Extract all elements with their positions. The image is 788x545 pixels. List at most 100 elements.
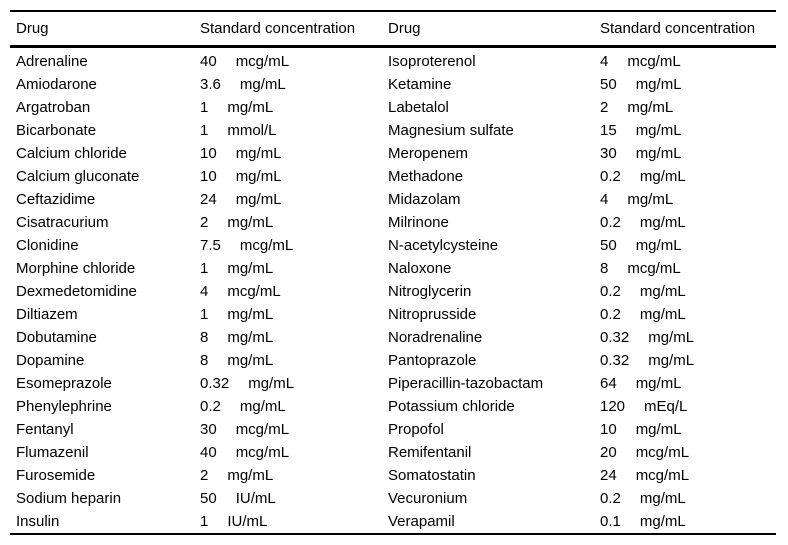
concentration-unit: IU/mL [235,490,276,507]
concentration-cell: 24 mcg/mL [594,464,776,487]
concentration-cell: 0.32 mg/mL [194,372,382,395]
drug-name-cell: Adrenaline [16,53,88,70]
concentration-unit: mg/mL [227,99,274,116]
concentration-unit: mg/mL [227,467,274,484]
concentration-cell: 4 mcg/mL [594,47,776,74]
drug-name-cell: Nitroglycerin [388,283,472,300]
table-row: Clonidine 7.5 mcg/mL N-acetylcysteine 50 mg/m… [10,234,776,257]
drug-name-cell: Morphine chloride [16,260,136,277]
concentration-value: 4 [600,191,609,208]
concentration-unit: mg/mL [639,306,686,323]
concentration-unit: mg/mL [635,122,682,139]
drug-name-cell: Ketamine [388,76,452,93]
drug-name-cell: Ceftazidime [16,191,96,208]
drug-name-cell: Fentanyl [16,421,74,438]
concentration-cell: 8 mg/mL [194,349,382,372]
concentration-unit: mg/mL [635,421,682,438]
concentration-value: 20 [600,444,617,461]
concentration-cell: 50 mg/mL [594,73,776,96]
concentration-value: 8 [200,329,209,346]
concentration-cell: 1 IU/mL [194,510,382,534]
concentration-unit: mcg/mL [627,53,681,70]
concentration-unit: mg/mL [648,329,695,346]
concentration-unit: mg/mL [248,375,295,392]
concentration-value: 0.2 [600,283,621,300]
concentration-cell: 0.1 mg/mL [594,510,776,534]
table-row: Adrenaline 40 mcg/mL Isoproterenol 4 mcg/mL [10,47,776,74]
concentration-cell: 0.2 mg/mL [594,211,776,234]
concentration-unit: mg/mL [227,306,274,323]
column-header-concentration-right: Standard concentration [594,11,776,48]
concentration-unit: mg/mL [227,329,274,346]
concentration-unit: mcg/mL [635,444,690,461]
drug-name-cell: Verapamil [388,513,455,530]
drug-name-cell: Sodium heparin [16,490,122,507]
concentration-cell: 0.2 mg/mL [594,303,776,326]
concentration-value: 2 [200,214,209,231]
drug-name-cell: Noradrenaline [388,329,483,346]
drug-name-cell: Furosemide [16,467,96,484]
concentration-value: 0.32 [600,329,630,346]
table-row: Morphine chloride 1 mg/mL Naloxone 8 mcg/mL [10,257,776,280]
concentration-cell: 10 mg/mL [594,418,776,441]
drug-name-cell: Diltiazem [16,306,78,323]
concentration-value: 0.32 [200,375,230,392]
column-header-concentration-left: Standard concentration [194,11,382,48]
concentration-unit: mg/mL [635,76,682,93]
drug-name-cell: Naloxone [388,260,452,277]
concentration-unit: mcg/mL [235,444,290,461]
concentration-cell: 50 IU/mL [194,487,382,510]
concentration-cell: 1 mmol/L [194,119,382,142]
concentration-unit: mg/mL [639,214,686,231]
table-row: Dexmedetomidine 4 mcg/mL Nitroglycerin 0.2 mg… [10,280,776,303]
concentration-value: 4 [600,53,609,70]
concentration-unit: mg/mL [627,99,674,116]
drug-name-cell: Argatroban [16,99,91,116]
concentration-value: 8 [600,260,609,277]
table-row: Diltiazem 1 mg/mL Nitroprusside 0.2 mg/mL [10,303,776,326]
drug-name-cell: N-acetylcysteine [388,237,499,254]
concentration-unit: mcg/mL [227,283,281,300]
drug-name-cell: Nitroprusside [388,306,477,323]
concentration-unit: mg/mL [639,513,686,530]
concentration-value: 0.2 [600,214,621,231]
table-row: Insulin 1 IU/mL Verapamil 0.1 mg/mL [10,510,776,534]
concentration-unit: mEq/L [644,398,688,415]
concentration-value: 0.2 [600,168,621,185]
concentration-cell: 40 mcg/mL [194,47,382,74]
concentration-value: 4 [200,283,209,300]
column-header-drug-right: Drug [382,11,594,48]
table-row: Ceftazidime 24 mg/mL Midazolam 4 mg/mL [10,188,776,211]
concentration-unit: mg/mL [239,398,286,415]
concentration-unit: mg/mL [639,490,686,507]
concentration-unit: mcg/mL [235,53,290,70]
concentration-unit: mg/mL [227,260,274,277]
drug-name-cell: Remifentanil [388,444,472,461]
concentration-cell: 2 mg/mL [194,211,382,234]
concentration-value: 10 [200,145,217,162]
table-row: Sodium heparin 50 IU/mL Vecuronium 0.2 mg/mL [10,487,776,510]
table-row: Cisatracurium 2 mg/mL Milrinone 0.2 mg/mL [10,211,776,234]
concentration-cell: 10 mg/mL [194,165,382,188]
concentration-unit: mg/mL [235,191,282,208]
drug-name-cell: Milrinone [388,214,449,231]
concentration-cell: 64 mg/mL [594,372,776,395]
table-row: Dopamine 8 mg/mL Pantoprazole 0.32 mg/mL [10,349,776,372]
drug-name-cell: Piperacillin-tazobactam [388,375,544,392]
concentration-cell: 4 mcg/mL [194,280,382,303]
concentration-value: 50 [200,490,217,507]
concentration-cell: 0.2 mg/mL [594,165,776,188]
drug-name-cell: Calcium gluconate [16,168,140,185]
concentration-value: 3.6 [200,76,221,93]
concentration-cell: 30 mg/mL [594,142,776,165]
drug-name-cell: Calcium chloride [16,145,127,162]
concentration-cell: 2 mg/mL [194,464,382,487]
concentration-value: 1 [200,99,209,116]
concentration-unit: mcg/mL [627,260,681,277]
concentration-cell: 3.6 mg/mL [194,73,382,96]
drug-name-cell: Phenylephrine [16,398,112,415]
concentration-unit: mcg/mL [235,421,290,438]
concentration-cell: 1 mg/mL [194,96,382,119]
table-body: Adrenaline 40 mcg/mL Isoproterenol 4 mcg/mL Am… [10,47,776,535]
concentration-cell: 2 mg/mL [594,96,776,119]
